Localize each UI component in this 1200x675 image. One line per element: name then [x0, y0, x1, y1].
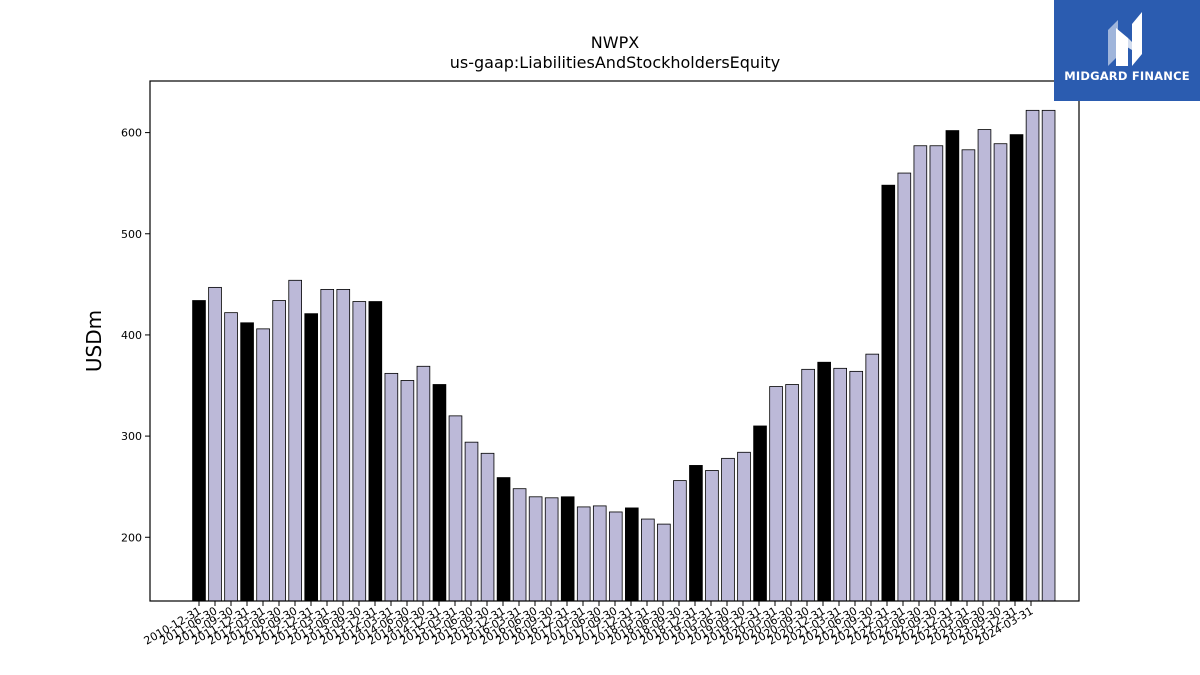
- bar-2015-12-31: [512, 488, 527, 602]
- y-tick-label-600: 600: [121, 127, 142, 140]
- y-axis-ticks: 200 300 400 500 600: [121, 127, 150, 544]
- bar-2014-12-31: [448, 415, 463, 602]
- bar-2017-09-30: [625, 507, 639, 602]
- bar-2024-03-31: [1041, 109, 1056, 602]
- chart-subtitle: us-gaap:LiabilitiesAndStockholdersEquity: [450, 53, 781, 72]
- bar-2011-06-30: [224, 312, 238, 602]
- bar-2020-06-30: [801, 368, 815, 602]
- bar-2013-03-31: [336, 288, 351, 602]
- bar-2019-09-30: [753, 425, 767, 602]
- bar-2016-12-31: [576, 506, 591, 602]
- bar-2018-06-30: [673, 480, 687, 602]
- bar-2018-03-31: [657, 523, 671, 602]
- bar-2020-12-31: [833, 367, 847, 602]
- bar-2022-12-31: [961, 149, 976, 602]
- y-tick-label-200: 200: [121, 531, 142, 544]
- bar-2021-06-30: [865, 353, 880, 602]
- bar-2016-06-30: [544, 497, 559, 602]
- bar-2022-03-31: [913, 145, 928, 602]
- bar-2016-09-30: [560, 496, 575, 602]
- bar-2012-12-31: [320, 288, 335, 602]
- bar-2012-09-30: [304, 313, 319, 602]
- bar-2015-03-31: [464, 441, 479, 602]
- bar-2010-12-31: [192, 300, 206, 602]
- midgard-finance-logo: MIDGARD FINANCE: [1054, 0, 1200, 101]
- bar-2022-06-30: [929, 145, 944, 602]
- bar-2014-03-31: [400, 380, 415, 602]
- y-axis-label: USDm: [82, 310, 106, 372]
- bar-2018-12-31: [705, 470, 719, 602]
- bar-2014-09-30: [432, 384, 447, 602]
- bar-2017-03-31: [592, 505, 607, 602]
- bar-2016-03-31: [528, 496, 543, 602]
- bar-2023-06-30: [993, 143, 1008, 602]
- bar-2017-12-31: [641, 518, 655, 602]
- bar-2023-12-31: [1025, 109, 1040, 602]
- bar-2020-03-31: [785, 384, 799, 602]
- plot-frame: [149, 80, 1080, 602]
- bar-2022-09-30: [945, 130, 960, 602]
- bars: [192, 109, 1056, 602]
- bar-2011-03-31: [208, 286, 222, 602]
- bar-2015-09-30: [496, 477, 511, 602]
- logo-mark-icon: [1108, 12, 1142, 66]
- bar-2013-06-30: [352, 301, 367, 602]
- bar-2019-03-31: [721, 457, 735, 602]
- bar-2019-12-31: [769, 386, 783, 602]
- bar-2021-09-30: [881, 184, 896, 602]
- bar-2011-09-30: [240, 322, 254, 602]
- bar-2020-09-30: [817, 361, 831, 602]
- bar-2011-12-31: [256, 328, 270, 602]
- bar-2012-03-31: [272, 300, 286, 602]
- bar-2014-06-30: [416, 365, 431, 602]
- chart-title: NWPX: [591, 33, 639, 52]
- bar-2021-12-31: [897, 172, 912, 602]
- y-tick-label-500: 500: [121, 228, 142, 241]
- bar-2013-12-31: [384, 372, 399, 602]
- bar-2012-06-30: [288, 279, 302, 602]
- bar-2019-06-30: [737, 451, 751, 602]
- bar-2023-03-31: [977, 129, 992, 602]
- x-axis-ticks: 2010-12-312011-06-302011-09-302011-12-31…: [142, 601, 1036, 648]
- bar-2021-03-31: [849, 370, 864, 602]
- bar-2023-09-30: [1009, 134, 1024, 602]
- bar-2018-09-30: [689, 465, 703, 602]
- y-tick-label-400: 400: [121, 329, 142, 342]
- y-tick-label-300: 300: [121, 430, 142, 443]
- logo-text: MIDGARD FINANCE: [1064, 69, 1190, 83]
- bar-2017-06-30: [608, 511, 623, 602]
- bar-2015-06-30: [480, 452, 495, 602]
- bar-2013-09-30: [368, 301, 383, 602]
